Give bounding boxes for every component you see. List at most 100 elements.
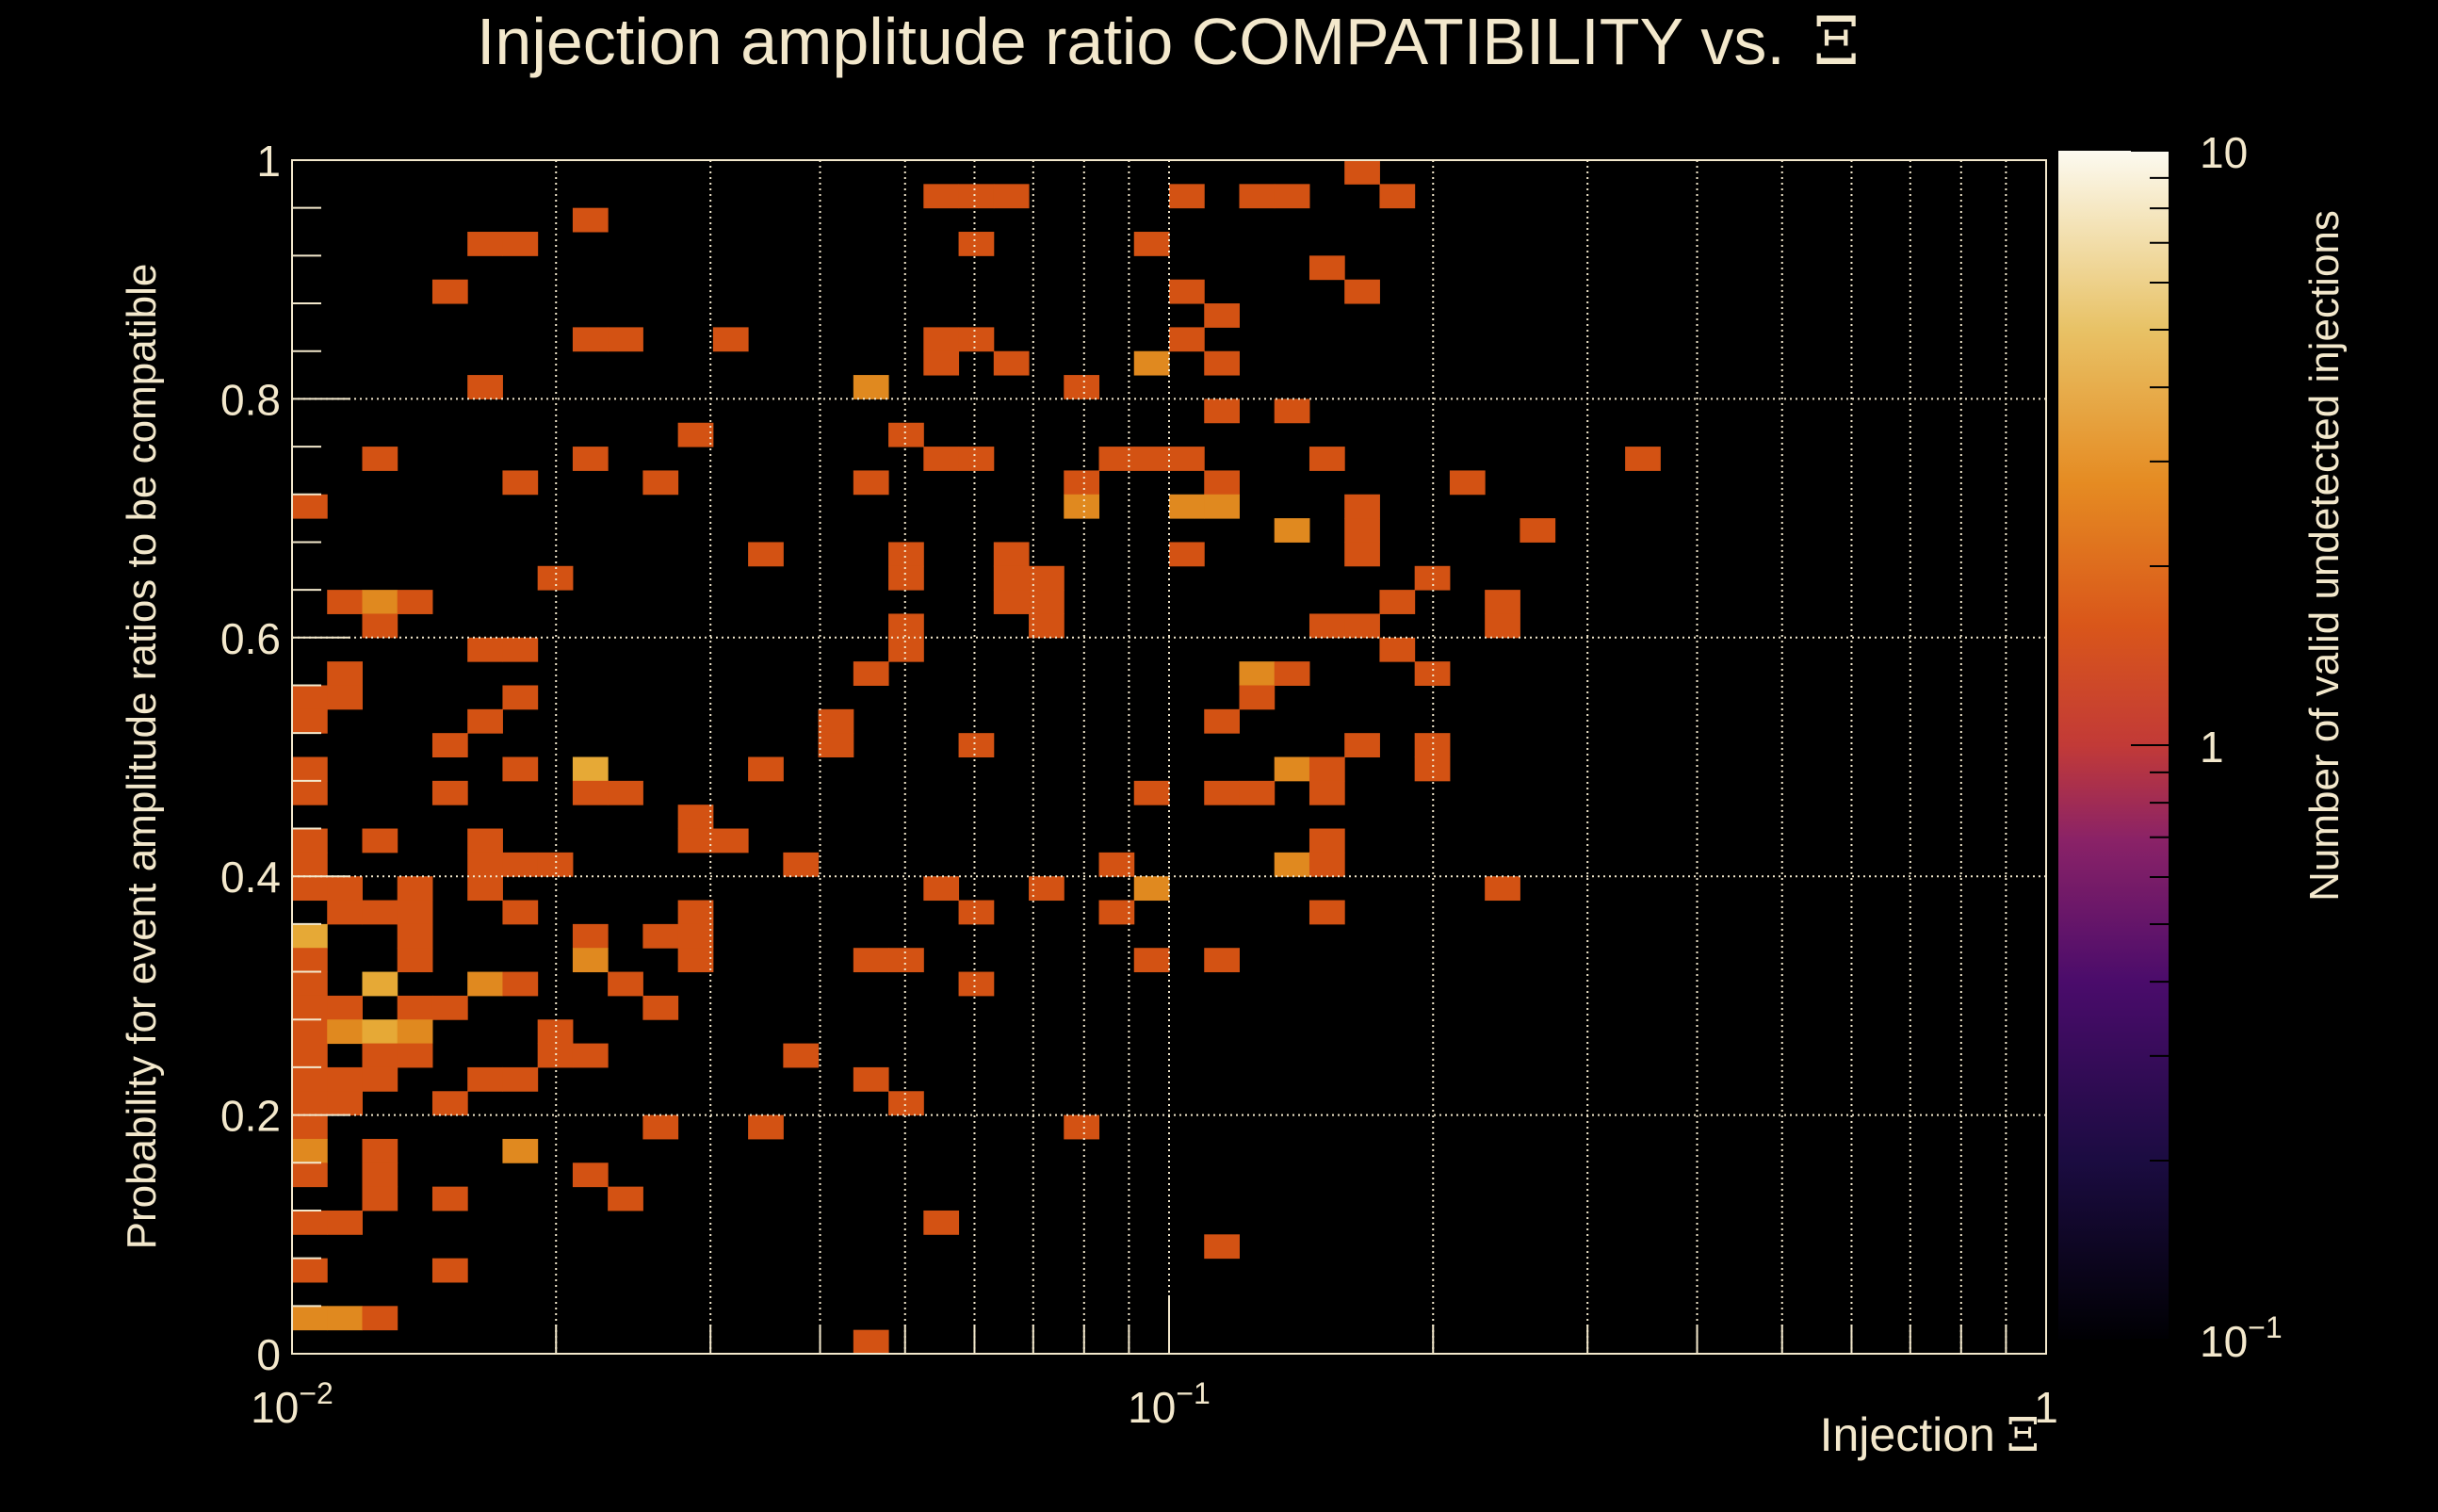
heatmap-cell [993,184,1030,209]
heatmap-cell [431,279,468,304]
heatmap-cell [1029,876,1065,902]
heatmap-cell [853,375,889,399]
heatmap-cell [431,995,468,1020]
heatmap-cell [502,685,539,710]
heatmap-cell [1204,470,1240,496]
heatmap-cell [608,971,643,997]
heatmap-cell [292,1210,328,1235]
heatmap-cell [327,661,363,686]
heatmap-cell [1520,518,1556,543]
heatmap-cell [502,756,539,782]
heatmap-cell [502,1138,539,1163]
heatmap-cell [292,756,328,782]
heatmap-cell [958,184,995,209]
heatmap-cell [431,733,468,757]
heatmap-cell [292,1162,328,1188]
heatmap-cell [853,1329,889,1355]
heatmap-cell [1485,613,1520,639]
heatmap-cell [502,900,539,925]
heatmap-cell [431,780,468,805]
heatmap-cell [1379,184,1416,209]
heatmap-cell [993,542,1030,567]
heatmap-cell [292,780,328,805]
heatmap-cell [431,1258,468,1283]
heatmap-cell [292,1019,328,1045]
heatmap-cell [1169,542,1205,567]
heatmap-cell [397,900,433,925]
heatmap-cell [677,948,714,973]
heatmap-cell [1274,661,1310,686]
heatmap-cell [327,1306,363,1331]
heatmap-cell [362,1019,398,1045]
y-tick-labels: 0 0.2 0.4 0.6 0.8 1 [220,137,281,1379]
heatmap-cell [608,327,643,352]
heatmap-cell [1239,184,1276,209]
heatmap-cell [327,876,363,902]
heatmap-cell [1204,1234,1240,1260]
heatmap-cell [292,1114,328,1140]
heatmap-cell [1169,447,1205,471]
heatmap-cell [1274,852,1310,877]
grid-lines [292,160,2046,1354]
heatmap-cell [853,1066,889,1092]
heatmap-cell [1064,1114,1100,1140]
heatmap-cell [1204,398,1240,424]
y-tick-label: 0.6 [220,614,281,663]
y-tick-label: 0.4 [220,853,281,902]
heatmap-cell [642,995,679,1020]
colorbar-tick-label: 1 [2200,723,2224,772]
heatmap-cell [1308,900,1345,925]
colorbar-tick-labels: 10 1 10−1 [2200,128,2283,1366]
heatmap-cell [1133,232,1170,256]
heatmap-cell [1064,470,1100,496]
heatmap-cell [1274,398,1310,424]
heatmap-cell [467,971,503,997]
heatmap-cell [642,470,679,496]
heatmap-cell [572,1043,609,1068]
heatmap-cell [397,1043,433,1068]
heatmap-cell [1029,590,1065,614]
heatmap-cell [748,542,784,567]
heatmap-cell [1308,852,1345,877]
heatmap-cell [1204,708,1240,734]
heatmap-cell [1204,494,1240,519]
heatmap-cell [467,828,503,854]
x-tick-label: 10−1 [1128,1376,1211,1432]
x-tick-label: 1 [2034,1383,2058,1432]
heatmap-cell [642,1114,679,1140]
heatmap-cell [431,1091,468,1116]
heatmap-cell [292,1138,328,1163]
heatmap-cell [923,1210,960,1235]
y-tick-label: 1 [256,137,281,186]
heatmap-cell [1239,780,1276,805]
heatmap-cell [853,661,889,686]
heatmap-cell [1308,780,1345,805]
heatmap-cell [292,876,328,902]
heatmap-cell [958,733,995,757]
heatmap-cell [1274,184,1310,209]
heatmap-cell [1133,876,1170,902]
heatmap-cell [677,828,714,854]
heatmap-cell [1169,494,1205,519]
heatmap-cell [1169,327,1205,352]
heatmap-cell [1344,160,1380,185]
heatmap-cell [467,637,503,662]
axes [291,159,2047,1355]
heatmap-cell [642,923,679,949]
heatmap-cell [1274,756,1310,782]
heatmap-cell [1485,876,1520,902]
heatmap-cell [958,232,995,256]
heatmap-cell [572,756,609,782]
heatmap-cell [362,590,398,614]
heatmap-cell [292,948,328,973]
colorbar-label: Number of valid undetected injections [2301,210,2348,902]
heatmap-cell [993,350,1030,376]
heatmap-cell [292,852,328,877]
heatmap-cell [888,565,924,591]
heatmap-cell [292,494,328,519]
heatmap-cell [923,350,960,376]
x-tick-labels: 10−2 10−1 1 [251,1376,2058,1432]
heatmap-cell [1133,447,1170,471]
y-tick-label: 0 [256,1330,281,1379]
heatmap-cell [1308,756,1345,782]
